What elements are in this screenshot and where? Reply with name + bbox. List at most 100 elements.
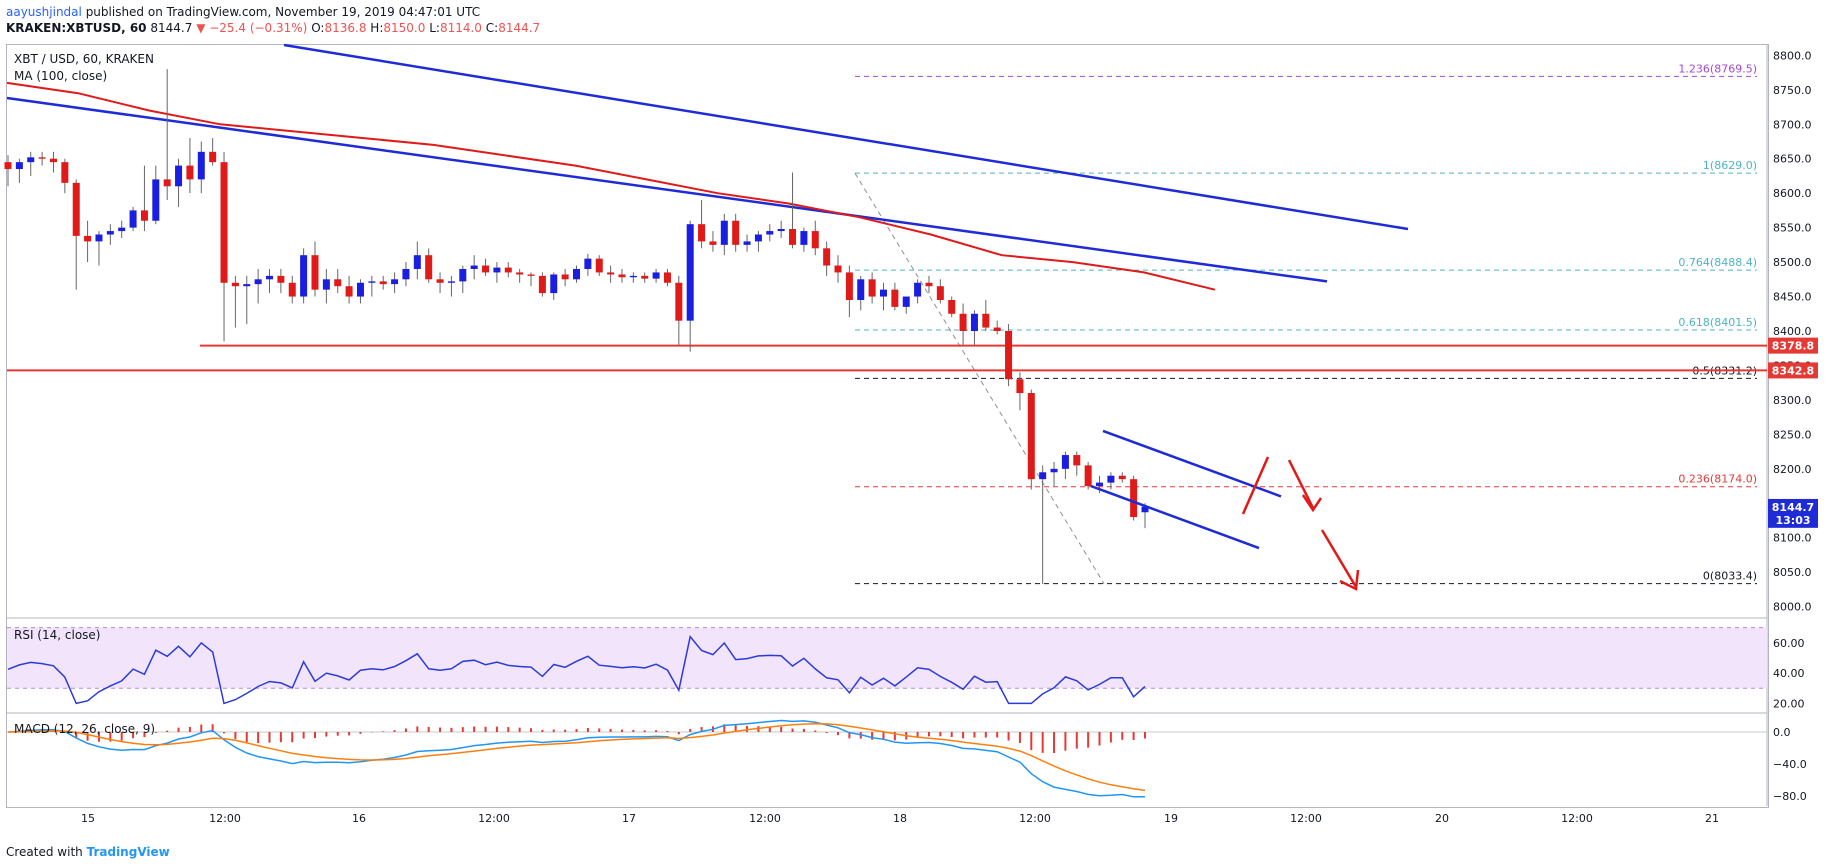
candle-down — [288, 282, 296, 297]
candle-down — [38, 157, 46, 159]
price-tick-label: 8800.0 — [1773, 49, 1812, 62]
candle-down — [84, 235, 92, 242]
candle-down — [311, 255, 319, 290]
author-link[interactable]: aayushjindal — [6, 5, 82, 19]
candle-up — [1096, 482, 1104, 487]
high-value: 8150.0 — [383, 21, 426, 35]
candle-down — [379, 281, 387, 285]
price-tick-label: 8300.0 — [1773, 394, 1812, 407]
candle-down — [789, 229, 797, 245]
candle-up — [493, 267, 501, 273]
price-tick-label: 8600.0 — [1773, 187, 1812, 200]
time-tick-label: 20 — [1435, 812, 1449, 825]
fib-level-label: 0.618(8401.5) — [1678, 316, 1757, 329]
symbol-name: KRAKEN:XBTUSD, 60 — [6, 21, 147, 35]
candle-up — [175, 165, 183, 187]
high-label: H: — [370, 21, 384, 35]
candle-up — [15, 162, 23, 170]
close-label: C: — [485, 21, 499, 35]
fib-level-label: 0(8033.4) — [1703, 570, 1757, 583]
rsi-band — [7, 627, 1767, 689]
candle-down — [607, 272, 615, 275]
trend-line-upper — [283, 43, 1409, 231]
symbol-legend: XBT / USD, 60, KRAKEN — [14, 52, 154, 66]
candle-down — [982, 313, 990, 328]
candle-up — [413, 255, 421, 269]
price-axis-marker — [1768, 362, 1818, 379]
rsi-tick-label: 60.00 — [1773, 637, 1805, 650]
tradingview-logo[interactable]: TradingView — [86, 845, 170, 859]
candle-up — [800, 231, 808, 245]
rsi-legend: RSI (14, close) — [14, 628, 101, 642]
channel-lower — [1090, 484, 1260, 550]
candle-up — [243, 284, 251, 287]
candle-up — [402, 268, 410, 280]
annotation-stroke — [1241, 456, 1270, 515]
price-tick-label: 8450.0 — [1773, 291, 1812, 304]
price-axis-marker-label: 8144.7 — [1772, 501, 1814, 514]
candle-down — [72, 182, 80, 236]
fib-level-label: 1.236(8769.5) — [1678, 62, 1757, 75]
candle-down — [948, 299, 956, 314]
rsi-line — [7, 635, 1146, 705]
candle-up — [550, 274, 558, 294]
macd-tick-label: −80.0 — [1773, 790, 1807, 803]
time-tick-label: 12:00 — [1019, 812, 1051, 825]
candle-up — [254, 279, 262, 285]
candle-up — [766, 231, 774, 235]
candle-up — [902, 296, 910, 307]
candle-down — [936, 286, 944, 300]
fib-level-label: 0.764(8488.4) — [1678, 256, 1757, 269]
time-tick-label: 19 — [1164, 812, 1178, 825]
price-tick-label: 8500.0 — [1773, 256, 1812, 269]
time-tick-label: 12:00 — [1290, 812, 1322, 825]
candle-up — [470, 265, 478, 269]
candle-down — [834, 265, 842, 273]
open-value: 8136.8 — [324, 21, 367, 35]
candle-up — [584, 258, 592, 269]
fib-level-label: 1(8629.0) — [1703, 159, 1757, 172]
candle-down — [1016, 379, 1024, 394]
candle-up — [1050, 468, 1058, 473]
price-axis-marker-label: 8378.8 — [1772, 340, 1814, 353]
candle-down — [993, 327, 1001, 331]
time-tick-label: 18 — [893, 812, 907, 825]
fib-trend-line — [854, 172, 1105, 584]
fib-level-label: 0.236(8174.0) — [1678, 473, 1757, 486]
candle-down — [61, 162, 69, 183]
candle-up — [197, 151, 205, 180]
candle-up — [391, 279, 399, 285]
time-tick-label: 17 — [622, 812, 636, 825]
price-tick-label: 8650.0 — [1773, 153, 1812, 166]
last-price: 8144.7 — [150, 21, 193, 35]
candle-down — [595, 258, 603, 273]
price-tick-label: 8750.0 — [1773, 84, 1812, 97]
rsi-tick-label: 40.00 — [1773, 667, 1805, 680]
candle-up — [686, 224, 694, 321]
candle-down — [663, 272, 671, 283]
candle-down — [1118, 475, 1126, 480]
macd-tick-label: 0.0 — [1773, 726, 1791, 739]
candle-up — [1107, 475, 1115, 483]
open-label: O: — [311, 21, 325, 35]
time-tick-label: 16 — [352, 812, 366, 825]
publish-info: aayushjindal published on TradingView.co… — [6, 5, 480, 20]
annotation-arrowhead — [1339, 569, 1360, 591]
candle-down — [516, 272, 524, 275]
channel-upper — [1102, 429, 1282, 498]
candle-up — [118, 227, 126, 232]
candle-down — [334, 279, 342, 287]
candle-down — [538, 275, 546, 294]
candle-down — [436, 279, 444, 283]
price-axis-marker-label: 8342.8 — [1772, 364, 1814, 377]
candle-down — [732, 220, 740, 245]
candle-down — [811, 231, 819, 249]
macd-line — [7, 719, 1145, 798]
price-tick-label: 8250.0 — [1773, 428, 1812, 441]
candle-up — [652, 272, 660, 279]
price-change: ▼ −25.4 (−0.31%) — [196, 21, 308, 35]
candle-up — [356, 282, 364, 297]
ma-legend: MA (100, close) — [14, 69, 108, 83]
price-axis-marker — [1768, 337, 1818, 354]
